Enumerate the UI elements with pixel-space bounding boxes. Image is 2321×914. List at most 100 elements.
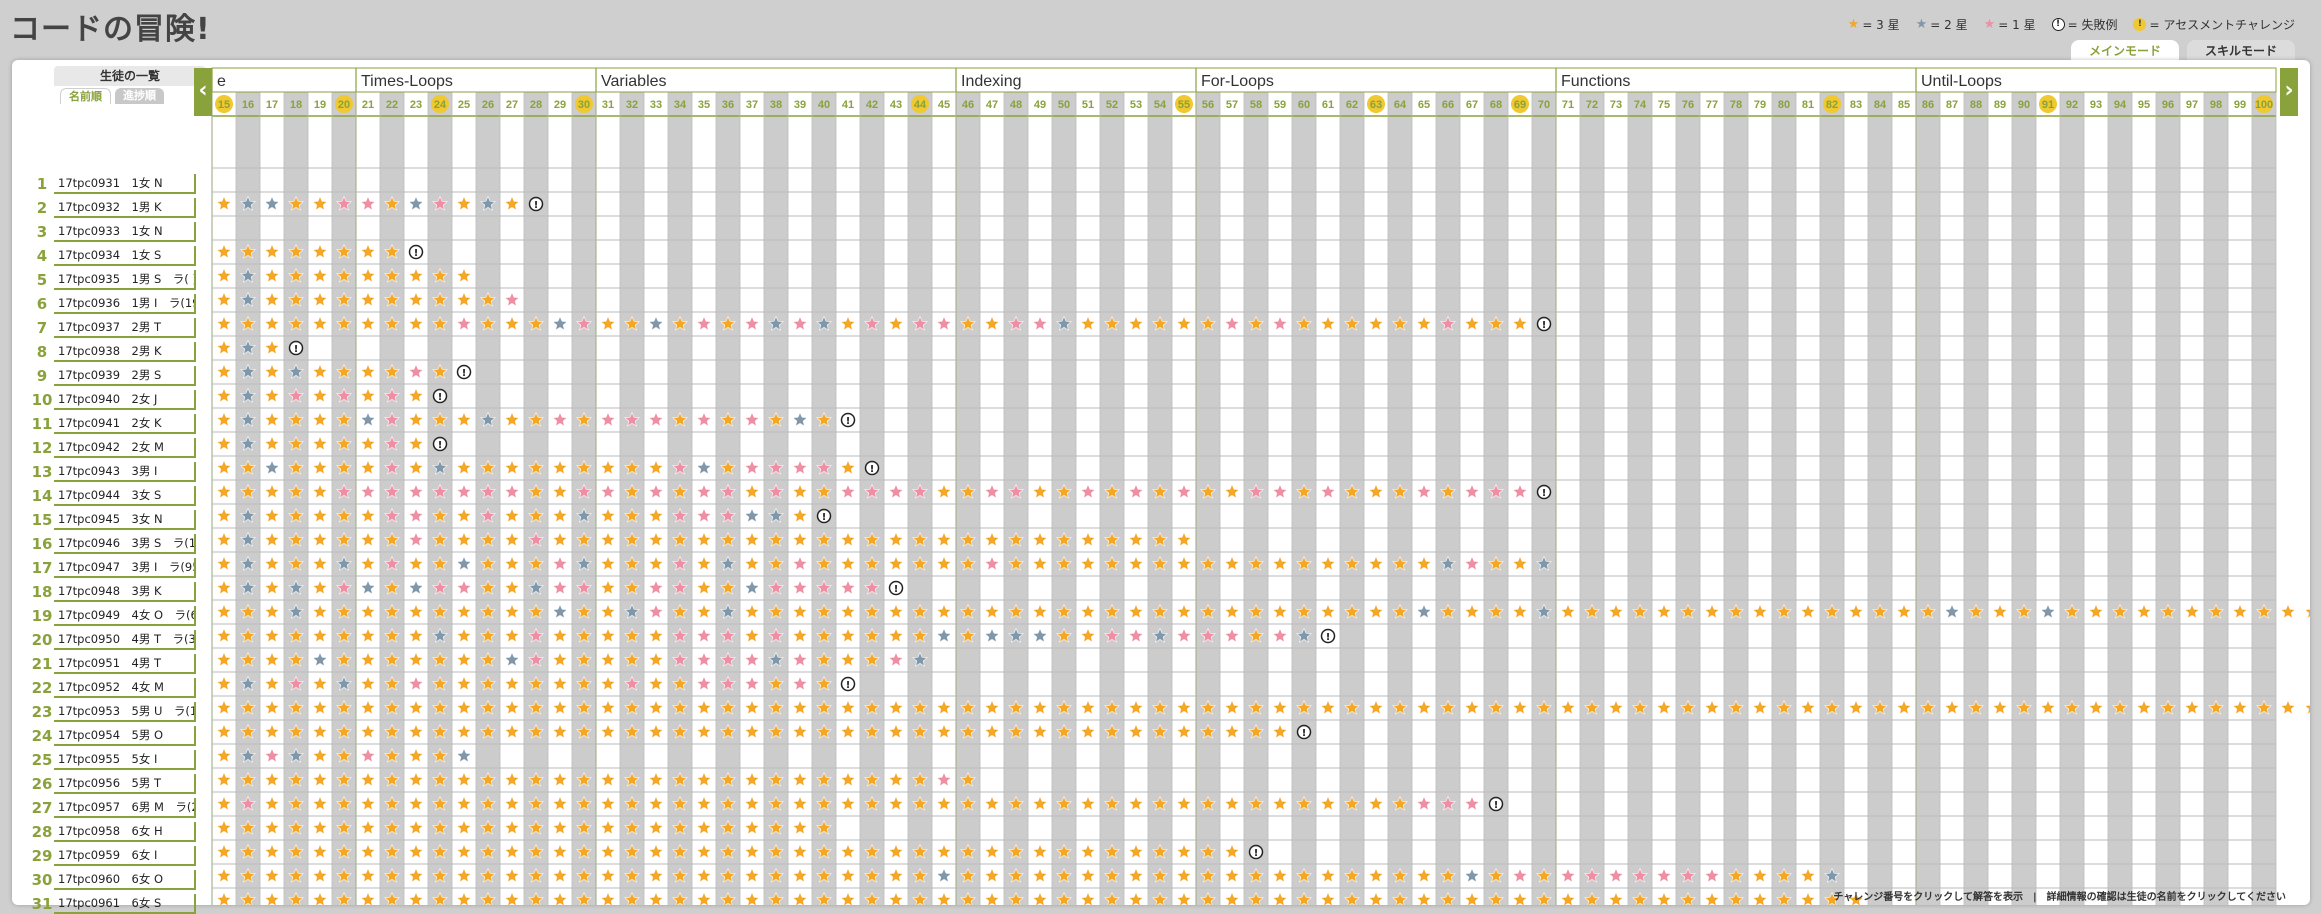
tab-main-mode[interactable]: メインモード <box>2070 40 2179 62</box>
star-icon[interactable] <box>768 315 784 331</box>
star-icon[interactable] <box>528 723 544 739</box>
star-icon[interactable] <box>1080 723 1096 739</box>
student-name[interactable]: 17tpc0960 6女 O <box>54 870 196 890</box>
star-icon[interactable] <box>720 867 736 883</box>
star-icon[interactable] <box>264 723 280 739</box>
star-icon[interactable] <box>864 315 880 331</box>
star-icon[interactable] <box>528 651 544 667</box>
challenge-number[interactable]: 47 <box>986 99 998 111</box>
star-icon[interactable] <box>432 291 448 307</box>
star-icon[interactable] <box>600 507 616 523</box>
star-icon[interactable] <box>600 315 616 331</box>
star-icon[interactable] <box>240 891 256 906</box>
star-icon[interactable] <box>504 699 520 715</box>
star-icon[interactable] <box>360 507 376 523</box>
star-icon[interactable] <box>528 627 544 643</box>
star-icon[interactable] <box>288 531 304 547</box>
star-icon[interactable] <box>1056 843 1072 859</box>
star-icon[interactable] <box>1968 699 1984 715</box>
star-icon[interactable] <box>1776 867 1792 883</box>
star-icon[interactable] <box>1056 795 1072 811</box>
star-icon[interactable] <box>576 507 592 523</box>
student-name[interactable]: 17tpc0947 3男 I ラ(95) <box>54 558 196 578</box>
star-icon[interactable] <box>480 459 496 475</box>
star-icon[interactable] <box>1320 699 1336 715</box>
star-icon[interactable] <box>744 627 760 643</box>
star-icon[interactable] <box>312 891 328 906</box>
star-icon[interactable] <box>1080 531 1096 547</box>
star-icon[interactable] <box>264 291 280 307</box>
star-icon[interactable] <box>984 843 1000 859</box>
star-icon[interactable] <box>456 723 472 739</box>
star-icon[interactable] <box>432 699 448 715</box>
star-icon[interactable] <box>456 507 472 523</box>
star-icon[interactable] <box>288 483 304 499</box>
star-icon[interactable] <box>648 819 664 835</box>
star-icon[interactable] <box>768 555 784 571</box>
star-icon[interactable] <box>1704 603 1720 619</box>
star-icon[interactable] <box>1224 555 1240 571</box>
star-icon[interactable] <box>912 867 928 883</box>
star-icon[interactable] <box>768 867 784 883</box>
star-icon[interactable] <box>360 555 376 571</box>
star-icon[interactable] <box>744 459 760 475</box>
star-icon[interactable] <box>1824 891 1840 906</box>
star-icon[interactable] <box>360 435 376 451</box>
star-icon[interactable] <box>1152 699 1168 715</box>
star-icon[interactable] <box>432 819 448 835</box>
star-icon[interactable] <box>840 867 856 883</box>
star-icon[interactable] <box>1584 891 1600 906</box>
star-icon[interactable] <box>288 267 304 283</box>
star-icon[interactable] <box>1200 603 1216 619</box>
star-icon[interactable] <box>552 771 568 787</box>
star-icon[interactable] <box>1392 699 1408 715</box>
star-icon[interactable] <box>648 795 664 811</box>
star-icon[interactable] <box>1320 603 1336 619</box>
star-icon[interactable] <box>216 627 232 643</box>
star-icon[interactable] <box>1872 603 1888 619</box>
star-icon[interactable] <box>216 507 232 523</box>
star-icon[interactable] <box>744 795 760 811</box>
star-icon[interactable] <box>216 795 232 811</box>
star-icon[interactable] <box>1488 867 1504 883</box>
challenge-number[interactable]: 85 <box>1898 99 1910 111</box>
star-icon[interactable] <box>1416 795 1432 811</box>
star-icon[interactable] <box>1248 555 1264 571</box>
star-icon[interactable] <box>504 459 520 475</box>
star-icon[interactable] <box>1920 699 1936 715</box>
star-icon[interactable] <box>936 627 952 643</box>
star-icon[interactable] <box>240 435 256 451</box>
star-icon[interactable] <box>216 531 232 547</box>
star-icon[interactable] <box>1776 603 1792 619</box>
star-icon[interactable] <box>408 723 424 739</box>
star-icon[interactable] <box>816 867 832 883</box>
star-icon[interactable] <box>240 603 256 619</box>
star-icon[interactable] <box>216 291 232 307</box>
star-icon[interactable] <box>360 771 376 787</box>
star-icon[interactable] <box>1272 891 1288 906</box>
star-icon[interactable] <box>552 723 568 739</box>
star-icon[interactable] <box>456 819 472 835</box>
star-icon[interactable] <box>840 723 856 739</box>
challenge-number[interactable]: 24 <box>434 99 447 111</box>
star-icon[interactable] <box>456 459 472 475</box>
star-icon[interactable] <box>288 387 304 403</box>
star-icon[interactable] <box>504 867 520 883</box>
star-icon[interactable] <box>720 675 736 691</box>
fail-icon[interactable] <box>840 412 856 428</box>
star-icon[interactable] <box>432 315 448 331</box>
star-icon[interactable] <box>1512 555 1528 571</box>
star-icon[interactable] <box>552 579 568 595</box>
challenge-number[interactable]: 25 <box>458 99 470 111</box>
star-icon[interactable] <box>840 483 856 499</box>
star-icon[interactable] <box>1728 603 1744 619</box>
star-icon[interactable] <box>240 531 256 547</box>
student-name[interactable]: 17tpc0949 4女 O ラ(69 <box>54 606 196 626</box>
star-icon[interactable] <box>1752 891 1768 906</box>
star-icon[interactable] <box>432 747 448 763</box>
star-icon[interactable] <box>600 603 616 619</box>
star-icon[interactable] <box>792 723 808 739</box>
star-icon[interactable] <box>1608 603 1624 619</box>
star-icon[interactable] <box>312 771 328 787</box>
star-icon[interactable] <box>384 579 400 595</box>
